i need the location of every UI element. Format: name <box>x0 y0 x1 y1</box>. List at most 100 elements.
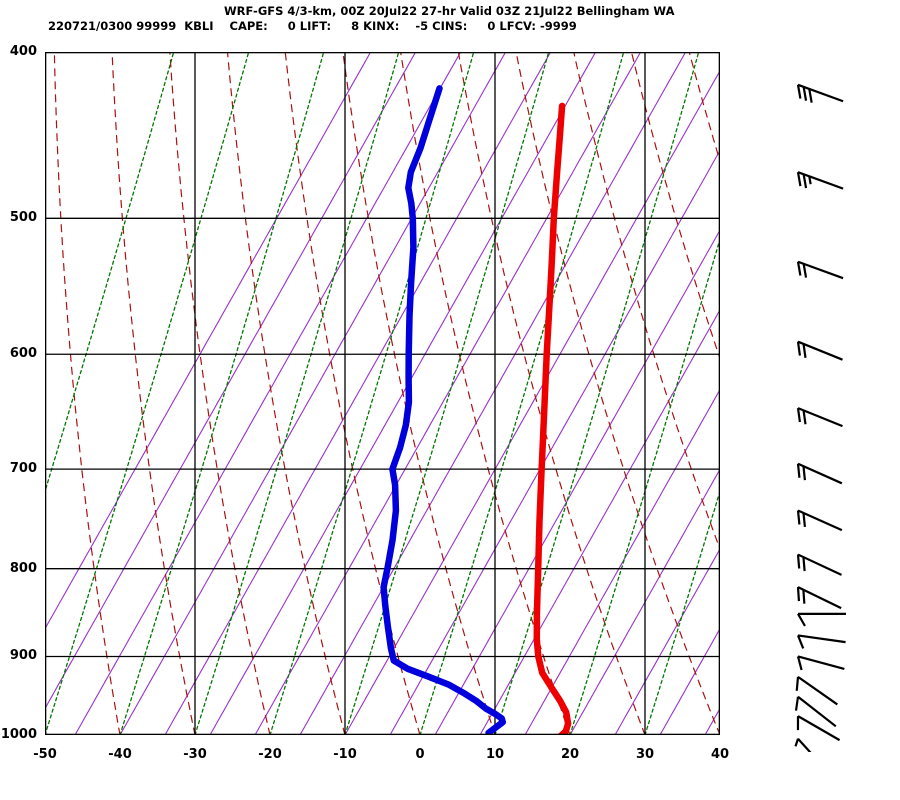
wind-barb-shaft <box>797 675 838 706</box>
y-axis-label: 900 <box>9 648 37 664</box>
wind-barb <box>794 737 831 776</box>
dry-adiabat-line <box>457 52 646 735</box>
skewt-plot-area <box>45 52 720 735</box>
y-axis-label: 1000 <box>0 727 37 742</box>
moist-adiabat-line <box>419 52 625 735</box>
wind-barb-full <box>796 656 803 671</box>
moist-adiabat-line <box>119 52 325 735</box>
moist-adiabat-line <box>644 489 720 735</box>
wind-barb-full <box>802 343 807 358</box>
wind-barb-full <box>802 589 806 604</box>
x-axis-label: -10 <box>333 747 357 762</box>
x-axis-label: 40 <box>710 747 730 762</box>
wind-barb <box>796 462 843 485</box>
x-axis-label: -50 <box>33 747 57 762</box>
mixing-ratio-line <box>45 52 417 710</box>
wind-barb-half <box>808 176 812 185</box>
y-axis-label: 500 <box>9 210 37 226</box>
wind-barb <box>796 171 844 190</box>
wind-barb <box>796 586 842 610</box>
moist-adiabat-line <box>194 52 400 735</box>
y-axis-label: 700 <box>9 461 37 477</box>
mixing-ratio-line <box>614 547 720 735</box>
wind-barb <box>796 340 843 361</box>
wind-barb-full <box>802 263 808 278</box>
moist-adiabat-line <box>269 52 475 735</box>
wind-barb-full <box>795 676 800 691</box>
wind-barb <box>795 675 838 706</box>
dry-adiabat-line <box>284 52 421 735</box>
moist-adiabat-line <box>45 52 250 735</box>
y-axis-label: 400 <box>9 44 37 59</box>
x-axis-label: 20 <box>560 747 580 762</box>
wind-barb-full <box>796 635 805 649</box>
wind-barb-full <box>802 410 807 425</box>
moist-adiabat-line <box>494 52 700 735</box>
wind-barb-half <box>794 738 800 747</box>
wind-barb-full <box>802 466 806 481</box>
wind-barb-full <box>796 84 802 99</box>
wind-barb-full <box>797 613 806 627</box>
wind-barb <box>796 83 844 103</box>
temperature-trace <box>533 102 572 735</box>
wind-barb-shaft <box>797 340 843 361</box>
y-axis-label: 600 <box>9 346 37 362</box>
sounding-indices-line: 220721/0300 99999 KBLI CAPE: 0 LIFT: 8 K… <box>48 19 577 33</box>
mixing-ratio-line <box>524 388 720 735</box>
wind-barb-shaft <box>797 655 845 670</box>
wind-barb-shaft <box>797 737 831 776</box>
wind-barb <box>796 715 841 742</box>
wind-barb-full <box>796 587 801 602</box>
x-axis-label: -40 <box>108 747 132 762</box>
dry-adiabat-line <box>573 52 720 551</box>
dry-adiabat-line <box>111 52 196 735</box>
dewpoint-trace <box>380 85 507 735</box>
wind-barb <box>796 509 843 532</box>
wind-barb-full <box>796 554 801 569</box>
dry-adiabat-line <box>688 52 720 164</box>
mixing-ratio-line <box>479 308 720 735</box>
wind-barb-full <box>808 88 813 103</box>
mixing-ratio-line <box>344 69 720 735</box>
y-axis-label: 800 <box>9 560 37 576</box>
wind-barb-shaft <box>797 715 841 742</box>
dry-adiabat-line <box>226 52 346 735</box>
wind-barb-column <box>720 52 900 776</box>
wind-barb-shaft <box>797 260 844 280</box>
x-axis-label: -20 <box>258 747 282 762</box>
moist-adiabat-line <box>45 52 175 494</box>
wind-barb-full <box>796 261 802 276</box>
moist-adiabat-line <box>344 52 550 735</box>
x-axis-label: 10 <box>485 747 505 762</box>
plot-frame <box>45 52 720 735</box>
wind-barb-full <box>802 512 806 528</box>
wind-barb-full <box>796 407 801 423</box>
wind-barb-full <box>802 174 808 189</box>
wind-barb <box>796 260 844 280</box>
wind-barb-shaft <box>797 407 843 428</box>
mixing-ratio-line <box>45 52 372 630</box>
wind-barb <box>796 407 843 428</box>
wind-barb-full <box>796 172 802 187</box>
wind-barb <box>796 655 845 671</box>
wind-barb <box>796 553 842 576</box>
x-axis-label: 0 <box>415 747 425 762</box>
wind-barb-full <box>796 510 801 525</box>
wind-barb-full <box>796 463 801 478</box>
wind-barb-shaft <box>797 586 842 610</box>
wind-barb-shaft <box>797 83 844 103</box>
wind-barb-full <box>802 86 808 101</box>
wind-barb-shaft <box>797 462 843 485</box>
x-axis-label: 30 <box>635 747 655 762</box>
wind-barb <box>794 695 837 728</box>
wind-barb-shaft <box>797 634 846 644</box>
wind-barb-full <box>796 341 801 356</box>
wind-barb-shaft <box>797 509 843 532</box>
wind-barb-shaft <box>797 171 844 190</box>
wind-barb-full <box>794 696 800 711</box>
wind-barb-shaft <box>797 695 837 728</box>
mixing-ratio-line <box>389 149 720 735</box>
wind-barb-shaft <box>797 553 842 576</box>
x-axis-label: -30 <box>183 747 207 762</box>
